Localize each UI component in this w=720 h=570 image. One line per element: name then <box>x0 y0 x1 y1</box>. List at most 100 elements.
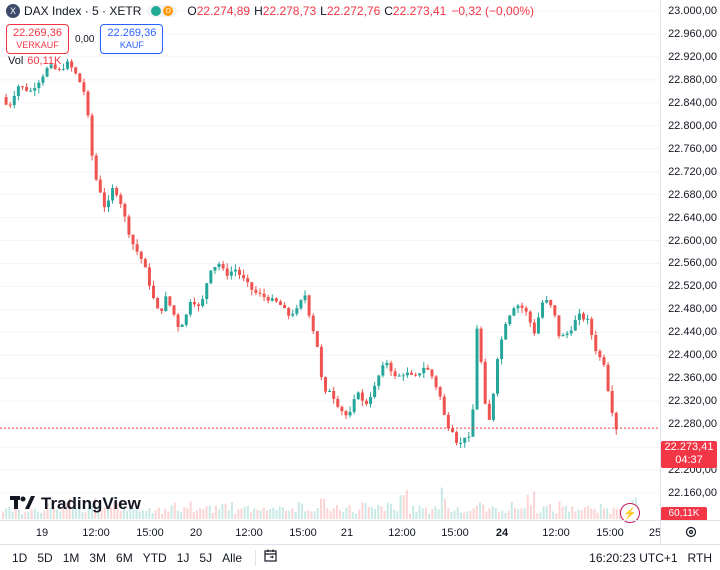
volume-bar <box>46 503 49 519</box>
volume-bar <box>332 508 335 519</box>
candle-body <box>4 97 8 105</box>
buy-button[interactable]: 22.269,36 KAUF <box>100 24 164 54</box>
range-button-3m[interactable]: 3M <box>89 550 107 565</box>
volume-bar <box>596 512 599 519</box>
volume-legend[interactable]: Vol 60,11K <box>8 55 61 67</box>
price-tick-label: 22.720,00 <box>668 165 717 178</box>
candle-body <box>545 300 549 303</box>
volume-bar <box>14 505 17 519</box>
volume-bar <box>440 487 443 519</box>
volume-bar <box>335 505 338 519</box>
candle-body <box>160 308 164 312</box>
volume-bar <box>354 513 357 519</box>
range-button-1j[interactable]: 1J <box>176 550 190 565</box>
range-button-6m[interactable]: 6M <box>116 550 133 565</box>
tradingview-logo[interactable]: TradingView <box>10 494 141 514</box>
symbol-title[interactable]: DAX Index · 5 · XETR <box>24 4 142 18</box>
sell-label: VERKAUF <box>16 40 59 50</box>
volume-bar <box>56 509 59 519</box>
candle-body <box>16 86 20 96</box>
volume-bar <box>469 511 472 519</box>
candle-body <box>528 311 532 323</box>
volume-bar <box>272 507 275 519</box>
volume-bar <box>262 507 265 519</box>
range-button-ytd[interactable]: YTD <box>142 550 167 565</box>
volume-bar <box>24 512 27 519</box>
candle-body <box>450 428 454 433</box>
volume-bar <box>94 498 97 519</box>
lightning-icon[interactable]: ⚡ <box>620 503 640 523</box>
sell-price: 22.269,36 <box>13 27 62 39</box>
volume-bar <box>466 511 469 519</box>
ohlc-low-label: L <box>320 4 327 18</box>
clock-timezone[interactable]: 16:20:23 UTC+1 <box>589 550 678 565</box>
candle-body <box>491 393 495 420</box>
range-button-alle[interactable]: Alle <box>222 550 243 565</box>
sell-button[interactable]: 22.269,36 VERKAUF <box>6 24 69 54</box>
volume-bar <box>208 505 211 519</box>
candle-body <box>405 372 409 376</box>
volume-bar <box>240 508 243 519</box>
volume-bar <box>501 510 504 519</box>
candle-body <box>553 305 557 316</box>
volume-bar <box>205 506 208 519</box>
volume-bar <box>275 509 278 519</box>
calendar-goto-icon[interactable] <box>264 549 278 566</box>
volume-bar <box>21 514 24 519</box>
candle-body <box>49 64 53 69</box>
volume-bar <box>313 511 316 519</box>
volume-bar <box>437 509 440 519</box>
volume-bar <box>593 508 596 519</box>
symbol-legend[interactable]: X DAX Index · 5 · XETR D O 22.274,89 H 22.… <box>6 4 534 18</box>
volume-bar <box>122 507 125 519</box>
candle-body <box>586 318 590 320</box>
volume-bar <box>415 511 418 519</box>
volume-bar <box>195 510 198 519</box>
price-chart[interactable] <box>0 0 660 520</box>
candle-body <box>303 295 307 301</box>
candle-body <box>221 263 225 269</box>
volume-bar <box>339 510 342 519</box>
volume-bar <box>237 508 240 519</box>
bottom-toolbar: 1D 5D 1M 3M 6M YTD 1J 5J Alle 16:20:23 UTC+1 RTH <box>0 544 720 570</box>
range-button-1d[interactable]: 1D <box>12 550 28 565</box>
volume-bar <box>167 511 170 519</box>
volume-bar <box>348 504 351 519</box>
volume-bar <box>606 508 609 519</box>
candle-body <box>156 298 160 309</box>
range-button-5j[interactable]: 5J <box>199 550 213 565</box>
time-tick-label: 12:00 <box>542 527 570 539</box>
volume-bar <box>141 510 144 519</box>
volume-bar <box>342 511 345 519</box>
session-toggle[interactable]: RTH <box>687 550 712 565</box>
candle-body <box>12 95 16 106</box>
candle-body <box>131 234 135 245</box>
time-tick-label: 24 <box>495 527 509 539</box>
volume-bar <box>221 503 224 519</box>
volume-bar <box>211 512 214 519</box>
candle-body <box>152 285 156 299</box>
ohlc-open-label: O <box>187 4 197 18</box>
range-button-5d[interactable]: 5D <box>37 550 53 565</box>
volume-bar <box>428 513 431 519</box>
volume-bar <box>402 495 405 519</box>
market-status-badge[interactable]: D <box>147 5 178 17</box>
volume-bar <box>281 507 284 519</box>
candle-body <box>106 200 110 208</box>
volume-bar <box>558 501 561 519</box>
volume-bar <box>33 508 36 519</box>
volume-histogram <box>2 487 637 519</box>
volume-bar <box>367 506 370 519</box>
candle-body <box>229 271 233 276</box>
volume-bar <box>316 508 319 519</box>
chart-settings-button[interactable] <box>660 520 720 545</box>
volume-bar <box>552 511 555 519</box>
range-button-1m[interactable]: 1M <box>62 550 80 565</box>
buy-price: 22.269,36 <box>107 27 157 39</box>
volume-bar <box>574 511 577 519</box>
time-axis[interactable]: 19 12:00 15:00 20 12:00 15:00 21 12:00 15:00 24 12… <box>0 520 661 545</box>
volume-bar <box>485 511 488 519</box>
candle-body <box>410 372 413 375</box>
candle-body <box>25 87 29 91</box>
volume-bar <box>459 512 462 519</box>
